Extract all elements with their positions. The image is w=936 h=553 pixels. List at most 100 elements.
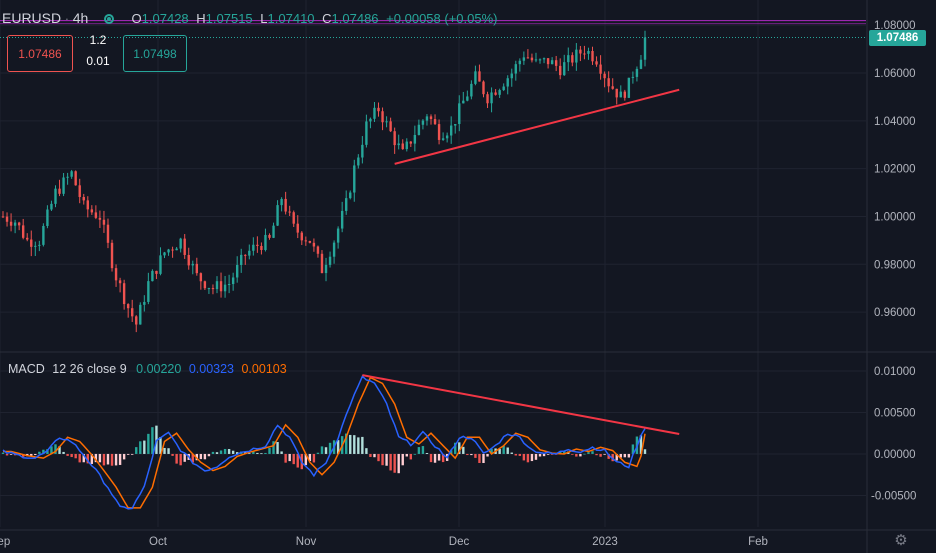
histogram-bar (268, 447, 271, 454)
histogram-bar (122, 453, 126, 460)
histogram-bar (534, 453, 538, 460)
interval-label[interactable]: 4h (72, 10, 89, 26)
histogram-bar (595, 453, 598, 456)
candle-body (373, 107, 376, 119)
histogram-bar (575, 453, 578, 457)
histogram-bar (114, 453, 118, 466)
candle-body (78, 185, 81, 198)
symbol-name[interactable]: EURUSD (2, 10, 62, 26)
candle-body (486, 94, 489, 104)
histogram-bar (345, 433, 348, 454)
histogram-bar (599, 453, 602, 457)
histogram-bar (304, 453, 308, 466)
histogram-bar (82, 453, 85, 463)
settings-gear-icon[interactable]: ⚙ (894, 532, 908, 549)
candle-body (90, 209, 94, 213)
histogram-bar (583, 453, 586, 455)
histogram-bar (502, 445, 505, 454)
histogram-bar (9, 453, 13, 455)
support-trendline[interactable] (394, 88, 680, 165)
candle-body (546, 58, 550, 65)
candle-body (74, 171, 77, 186)
candle-body (135, 316, 138, 325)
histogram-bar (462, 446, 465, 454)
candle-body (405, 141, 408, 150)
candle-body (118, 280, 122, 284)
histogram-bar (522, 453, 526, 461)
histogram-bar (514, 453, 517, 456)
time-tick-label: Nov (296, 536, 317, 548)
resistance-trendline[interactable] (362, 374, 680, 436)
macd-line-value: 0.00323 (188, 362, 234, 376)
price-axis[interactable]: 1.06000 1.04000 1.02000 1.00000 0.98000 0.960… (871, 20, 916, 502)
candle-body (300, 232, 303, 241)
histogram-bar (559, 451, 562, 454)
histogram-bar (530, 453, 534, 462)
current-price-badge: 1.07486 (869, 30, 926, 46)
histogram-bar (74, 453, 77, 459)
histogram-bar (86, 453, 89, 464)
candle-body (155, 270, 158, 274)
candle-body (449, 125, 453, 136)
candle-body (175, 248, 178, 251)
histogram-bar (276, 442, 279, 454)
histogram-bar (425, 453, 429, 454)
candle-body (256, 244, 259, 246)
candle-body (110, 242, 114, 269)
histogram-bar (223, 448, 227, 454)
candle-body (207, 288, 211, 290)
candle-body (466, 96, 469, 101)
candle-body (195, 263, 199, 274)
histogram-bar (5, 453, 9, 456)
time-axis[interactable]: Sep Oct Nov Dec 2023 Feb (0, 536, 768, 548)
candle-body (433, 119, 437, 125)
histogram-bar (478, 453, 481, 463)
histogram-bar (571, 453, 574, 455)
candle-body (361, 144, 364, 158)
candle-body (619, 91, 622, 98)
candle-body (304, 240, 308, 242)
histogram-bar (627, 453, 631, 458)
histogram-bar (50, 446, 53, 454)
histogram-bar (385, 453, 388, 466)
buy-button[interactable]: 1.07498 (123, 35, 187, 72)
histogram-bar (38, 451, 41, 454)
spread-indicator: 1.2 0.01 (78, 33, 118, 73)
candle-body (147, 281, 150, 302)
market-status-icon (103, 14, 114, 24)
histogram-bar (139, 441, 142, 454)
macd-trendline[interactable] (362, 374, 680, 436)
macd-legend[interactable]: MACD 12 26 close 9 0.00220 0.00323 0.001… (8, 362, 287, 376)
macd-lines (2, 375, 646, 510)
histogram-bar (235, 452, 239, 454)
histogram-bar (542, 453, 546, 457)
histogram-bar (397, 453, 400, 474)
candle-body (526, 57, 530, 59)
histogram-bar (312, 453, 316, 463)
histogram-bar (191, 453, 194, 463)
price-tick-label: 1.06000 (874, 68, 916, 80)
candle-body (563, 62, 566, 76)
candle-body (114, 268, 118, 281)
horizontal-line[interactable] (0, 19, 866, 38)
histogram-bar (417, 447, 421, 454)
sell-button[interactable]: 1.07486 (7, 35, 73, 72)
price-tick-label: 0.96000 (874, 307, 916, 319)
histogram-bar (252, 451, 255, 454)
histogram-bar (42, 449, 45, 454)
histogram-bar (433, 453, 437, 463)
histogram-bar (506, 447, 509, 454)
histogram-bar (175, 453, 178, 464)
candle-body (183, 238, 186, 255)
candle-body (34, 245, 37, 247)
price-trendline[interactable] (394, 88, 680, 165)
candle-body (579, 49, 582, 54)
candle-body (365, 121, 368, 145)
candle-body (26, 237, 29, 240)
histogram-bar (413, 453, 417, 455)
price-tick-label: 1.00000 (874, 211, 916, 223)
candle-body (567, 55, 570, 63)
histogram-bar (389, 453, 392, 471)
